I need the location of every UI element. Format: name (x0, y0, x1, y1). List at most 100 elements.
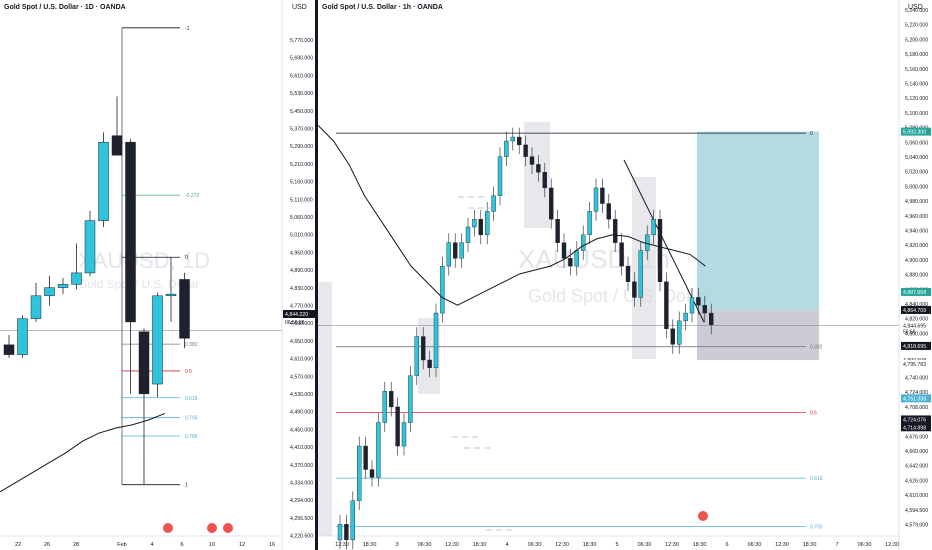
left-chart[interactable]: XAUUSD, 1D Gold Spot / U.S. Dollar 5,770.0… (0, 0, 315, 550)
left-price-tick: 5,010.000 (290, 233, 313, 239)
right-price-tick: 4,940.000 (905, 229, 928, 235)
left-time-tick: 22 (15, 542, 21, 548)
trend-line (623, 159, 705, 323)
right-price-tick: 5,220.000 (905, 23, 928, 29)
right-time-tick: 18:30 (583, 542, 597, 548)
right-candle-body (472, 218, 477, 228)
right-candle-body (478, 218, 484, 236)
left-candle-body (71, 272, 82, 285)
right-price-tick: 4,800.000 (905, 331, 928, 337)
axis-price-label-bg (901, 415, 931, 424)
left-chart-pane[interactable]: XAUUSD, 1D Gold Spot / U.S. Dollar 5,770.0… (0, 0, 315, 550)
right-price-tick: 5,060.000 (905, 140, 928, 146)
axis-price-label-bg (901, 287, 931, 296)
entry-price-label-bg (901, 305, 931, 314)
right-candle-body (350, 500, 355, 541)
right-price-tick: 4,579.000 (905, 523, 928, 529)
left-price-tick: 4,830.000 (290, 286, 313, 292)
left-price-tick: 4,610.000 (290, 357, 313, 363)
right-price-tick: 5,100.000 (905, 111, 928, 117)
left-fib-label: 0.382 (185, 342, 198, 348)
current-price-label-bg (901, 321, 931, 330)
right-candle-body (555, 218, 560, 243)
right-chart-pane[interactable]: XAUUSD, 1h Gold Spot / U.S. Dollar 0 0.382 0… (318, 0, 932, 550)
right-time-tick: 06:30 (858, 542, 872, 548)
right-candle-body (504, 140, 509, 157)
right-fib-label: 0.5 (810, 410, 817, 416)
right-price-tick: 4,840.000 (905, 302, 928, 308)
pane-divider[interactable] (315, 0, 318, 550)
left-candle-body (138, 331, 150, 395)
right-fib-label: 0 (810, 131, 813, 137)
event-flag-icon (207, 523, 217, 533)
left-time-tick: 4 (150, 542, 153, 548)
axis-price-label: 4,751.339 (903, 396, 926, 402)
right-moving-average (318, 124, 706, 306)
axis-price-label: 4,887.658 (903, 290, 926, 296)
left-price-tick: 5,060.000 (290, 215, 313, 221)
right-time-tick: 4 (505, 542, 508, 548)
right-candle-body (433, 312, 439, 369)
right-candle-body (574, 250, 579, 267)
right-price-tick: 4,880.000 (905, 273, 928, 279)
right-price-tick: 4,920.000 (905, 243, 928, 249)
right-price-tick: 5,240.000 (905, 8, 928, 14)
left-price-tick: 4,410.000 (290, 445, 313, 451)
left-currency-label: USD (292, 4, 307, 11)
right-price-tick: 5,200.000 (905, 37, 928, 43)
left-fib-label: 0.786 (185, 434, 198, 440)
left-fib-label: -1 (185, 26, 190, 32)
right-candle-body (491, 195, 496, 212)
right-price-tick: 5,040.000 (905, 155, 928, 161)
right-candle-body (427, 359, 432, 369)
right-price-tick: 4,642.000 (905, 464, 928, 470)
right-candle-body (619, 242, 624, 267)
right-candle-body (357, 445, 362, 501)
right-candle-body (613, 218, 618, 243)
right-candle-body (516, 136, 522, 146)
left-price-tick: 5,690.000 (290, 56, 313, 62)
axis-price-label: 4,795.783 (903, 362, 926, 368)
left-price-tick: 4,570.000 (290, 374, 313, 380)
left-time-tick: 16 (269, 542, 275, 548)
left-price-tick: 4,256.500 (290, 516, 313, 522)
left-current-price-bg (283, 310, 315, 318)
left-time-tick: 6 (180, 542, 183, 548)
right-price-tick: 4,724.000 (905, 390, 928, 396)
left-fib-label: 0.705 (185, 416, 198, 422)
right-price-tick: 4,676.000 (905, 434, 928, 440)
left-price-tick: 4,770.000 (290, 304, 313, 310)
right-time-tick: 06:30 (748, 542, 762, 548)
right-candle-body (529, 156, 535, 165)
right-countdown: 56:56 (903, 330, 916, 336)
left-price-tick: 5,110.000 (290, 197, 313, 203)
axis-price-label-bg (901, 423, 931, 432)
right-price-tick: 4,660.000 (905, 449, 928, 455)
left-price-tick: 5,160.000 (290, 180, 313, 186)
right-candle-body (459, 242, 464, 259)
left-time-tick: 26 (44, 542, 50, 548)
right-time-tick: 18:30 (803, 542, 817, 548)
current-price-label: 4,844.695 (903, 324, 926, 330)
left-price-tick: 4,450.000 (290, 427, 313, 433)
right-time-tick: 12:30 (885, 542, 899, 548)
right-candle-body (548, 187, 554, 220)
left-price-tick: 5,450.000 (290, 109, 313, 115)
left-candle-body (44, 287, 55, 297)
right-time-tick: 18:30 (693, 542, 707, 548)
right-candle-body (510, 136, 516, 142)
left-candle-body (125, 141, 136, 323)
right-candle-body (593, 187, 599, 212)
left-time-tick: 12 (239, 542, 245, 548)
left-price-tick: 5,210.000 (290, 162, 313, 168)
right-candle-body (709, 312, 714, 326)
right-candle-body (395, 406, 400, 447)
right-candle-body (702, 305, 707, 314)
right-price-tick: 4,820.000 (905, 317, 928, 323)
right-candle-body (344, 524, 349, 541)
right-candle-body (369, 469, 375, 478)
right-time-tick: 18:30 (473, 542, 487, 548)
left-price-tick: 4,370.000 (290, 463, 313, 469)
right-time-tick: 12:30 (445, 542, 459, 548)
